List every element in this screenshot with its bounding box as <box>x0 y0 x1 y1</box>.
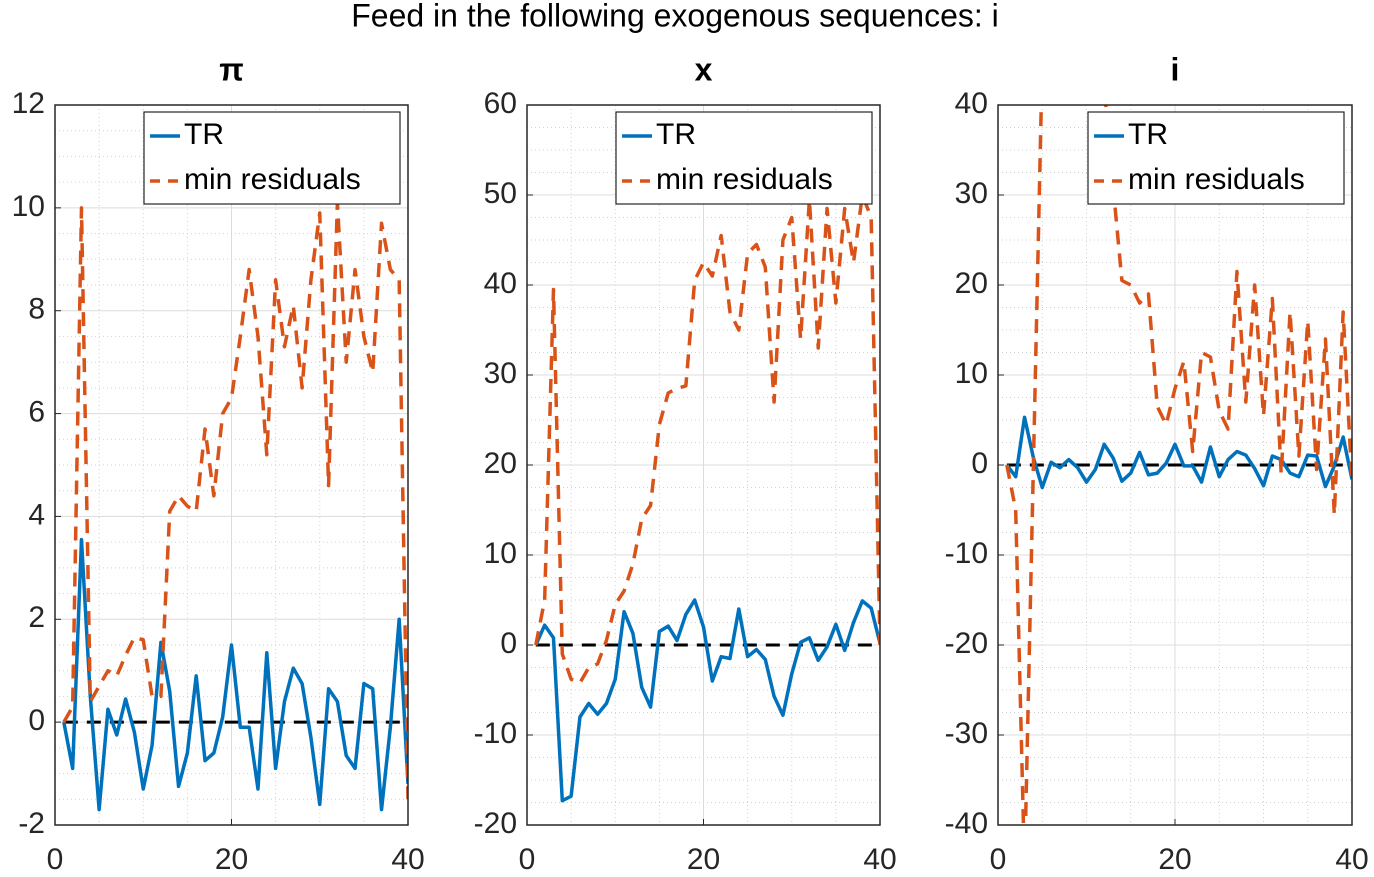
y-tick-label: 0 <box>971 447 988 480</box>
y-tick-label: 0 <box>500 627 517 660</box>
x-tick-label: 40 <box>863 843 896 876</box>
y-tick-label: 0 <box>28 704 45 737</box>
legend-label: min residuals <box>656 163 833 196</box>
y-tick-label: 30 <box>955 177 988 210</box>
y-tick-label: 6 <box>28 395 45 428</box>
y-tick-label: 10 <box>955 357 988 390</box>
y-tick-label: 2 <box>28 601 45 634</box>
series-line <box>1005 105 1352 825</box>
axes-title: i <box>1171 51 1180 87</box>
series-line <box>1005 415 1352 490</box>
x-tick-label: 20 <box>1158 843 1191 876</box>
plot-area <box>62 200 408 812</box>
x-tick-label: 0 <box>47 843 64 876</box>
legend-label: TR <box>1128 118 1168 151</box>
series-line <box>62 200 408 800</box>
y-tick-label: 50 <box>484 177 517 210</box>
plot-area <box>534 193 880 803</box>
y-tick-label: 10 <box>12 190 45 223</box>
legend-box <box>615 111 873 205</box>
series-line <box>534 193 880 685</box>
y-tick-label: 20 <box>484 447 517 480</box>
axes-title: x <box>695 51 713 87</box>
figure-title: Feed in the following exogenous sequence… <box>351 0 999 33</box>
legend-box <box>143 111 401 205</box>
legend: TR min residuals <box>1087 111 1345 205</box>
y-tick-label: 40 <box>484 267 517 300</box>
y-tick-label: 40 <box>955 87 988 120</box>
x-tick-label: 0 <box>519 843 536 876</box>
series-line <box>534 598 880 803</box>
x-tick-label: 0 <box>990 843 1007 876</box>
axes-box <box>54 104 409 826</box>
legend-label: TR <box>184 118 224 151</box>
legend-box <box>1087 111 1345 205</box>
y-tick-label: 20 <box>955 267 988 300</box>
y-tick-label: 12 <box>12 87 45 120</box>
y-tick-label: -40 <box>945 807 988 840</box>
plot-area <box>1005 105 1352 825</box>
y-tick-label: 60 <box>484 87 517 120</box>
y-tick-label: 8 <box>28 293 45 326</box>
x-tick-label: 40 <box>391 843 424 876</box>
y-tick-label: -2 <box>18 807 45 840</box>
y-tick-label: -10 <box>945 537 988 570</box>
y-tick-label: -20 <box>945 627 988 660</box>
x-tick-label: 40 <box>1335 843 1368 876</box>
y-tick-label: 30 <box>484 357 517 390</box>
series-line <box>62 537 408 812</box>
legend-label: min residuals <box>1128 163 1305 196</box>
y-tick-label: -10 <box>474 717 517 750</box>
legend-label: min residuals <box>184 163 361 196</box>
y-tick-label: -20 <box>474 807 517 840</box>
axes-title: π <box>219 51 244 87</box>
x-tick-label: 20 <box>215 843 248 876</box>
legend-label: TR <box>656 118 696 151</box>
axes-box <box>997 104 1353 826</box>
legend: TR min residuals <box>615 111 873 205</box>
y-tick-label: 10 <box>484 537 517 570</box>
y-tick-label: 4 <box>28 498 45 531</box>
x-tick-label: 20 <box>687 843 720 876</box>
axes-box <box>526 104 881 826</box>
y-tick-label: -30 <box>945 717 988 750</box>
legend: TR min residuals <box>143 111 401 205</box>
